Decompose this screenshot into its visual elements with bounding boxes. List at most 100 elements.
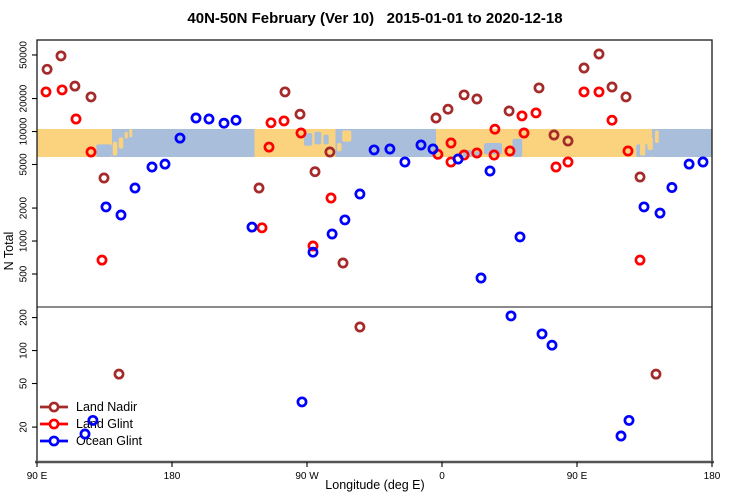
map-patch-japan [112,141,118,156]
data-point-ocean_glint [368,144,380,156]
map-patch-great-lakes-east [314,131,322,145]
data-point-land_glint [488,149,500,161]
data-point-land_nadir [548,129,560,141]
data-point-land_glint [445,137,457,149]
data-point-ocean_glint [697,156,709,168]
data-point-ocean_glint [174,132,186,144]
map-patch-japan-2 [640,142,646,156]
data-point-land_nadir [324,146,336,158]
y-tick-label: 10000 [19,117,30,145]
chart-title: 40N-50N February (Ver 10) 2015-01-01 to … [187,10,563,27]
data-point-land_glint [278,115,290,127]
data-point-ocean_glint [339,214,351,226]
x-tick-label: 180 [704,471,721,482]
data-point-land_nadir [442,103,454,115]
map-patch-sakhalin-2 [655,130,659,143]
map-patch-gulf-st-lawrence [323,134,329,145]
x-tick-label: 180 [164,471,181,482]
data-point-land_glint [606,114,618,126]
data-point-land_glint [504,145,516,157]
data-point-ocean_glint [505,310,517,322]
data-point-ocean_glint [115,209,127,221]
data-point-land_glint [530,107,542,119]
data-point-ocean_glint [354,188,366,200]
data-point-ocean_glint [100,201,112,213]
data-point-ocean_glint [475,272,487,284]
data-point-land_glint [634,254,646,266]
map-patch-nova-scotia [337,142,342,152]
data-point-land_glint [307,240,319,252]
map-patch-sea-of-japan [96,144,112,158]
data-point-land_nadir [562,135,574,147]
data-point-land_glint [40,86,52,98]
data-point-ocean_glint [326,228,338,240]
data-point-land_glint [489,123,501,135]
data-point-ocean_glint [159,158,171,170]
data-point-ocean_glint [246,221,258,233]
legend-label-land_nadir: Land Nadir [76,400,137,414]
data-point-ocean_glint [129,182,141,194]
data-point-land_glint [96,254,108,266]
x-tick-label: 90 E [567,471,588,482]
data-point-land_glint [593,86,605,98]
y-tick-label: 500 [19,265,30,282]
data-point-land_nadir [503,105,515,117]
data-point-land_nadir [533,82,545,94]
data-point-ocean_glint [536,328,548,340]
data-point-ocean_glint [307,246,319,258]
data-point-land_glint [518,127,530,139]
x-axis-label: Longitude (deg E) [325,478,425,492]
data-point-land_nadir [620,91,632,103]
y-tick-label: 200 [19,309,30,326]
y-tick-label: 20 [19,421,30,433]
data-point-ocean_glint [452,153,464,165]
data-point-ocean_glint [384,143,396,155]
data-point-ocean_glint [218,117,230,129]
map-patch-newfoundland [342,130,352,142]
data-point-ocean_glint [638,201,650,213]
data-point-ocean_glint [296,396,308,408]
data-point-land_glint [578,86,590,98]
data-point-land_glint [325,192,337,204]
data-point-ocean_glint [399,156,411,168]
data-point-land_nadir [606,81,618,93]
data-point-land_glint [70,113,82,125]
data-point-land_glint [265,117,277,129]
data-point-land_nadir [354,321,366,333]
data-point-ocean_glint [79,428,91,440]
data-point-land_glint [256,222,268,234]
data-point-land_glint [516,110,528,122]
data-point-land_glint [622,145,634,157]
map-ocean-segment [652,128,712,158]
data-point-land_nadir [253,182,265,194]
map-patch-great-lakes-west [304,133,313,146]
data-point-land_glint [550,161,562,173]
data-point-ocean_glint [203,113,215,125]
y-tick-label: 100 [19,342,30,359]
map-patch-hokkaido-2 [647,137,653,151]
legend-marker-ocean_glint [48,435,60,447]
data-point-ocean_glint [666,182,678,193]
y-tick-label: 5000 [19,153,30,176]
data-point-land_nadir [458,89,470,101]
x-tick-label: 90 E [27,471,48,482]
data-point-land_nadir [593,48,605,60]
data-point-ocean_glint [514,231,526,243]
data-point-land_nadir [279,86,291,98]
plot-frame [36,39,713,463]
map-patch-hokkaido [118,137,124,149]
data-point-land_nadir [69,80,81,92]
data-point-land_glint [56,84,68,96]
x-tick-label: 0 [439,471,445,482]
data-point-ocean_glint [546,339,558,351]
map-patch-kuril-islands [124,131,128,139]
data-point-land_nadir [113,368,125,380]
data-point-land_nadir [634,171,646,183]
map-patch-black-sea [484,142,502,155]
data-point-land_nadir [55,50,67,62]
y-tick-label: 50 [19,378,30,390]
data-point-land_nadir [309,166,321,178]
legend-marker-land_glint [48,418,60,430]
